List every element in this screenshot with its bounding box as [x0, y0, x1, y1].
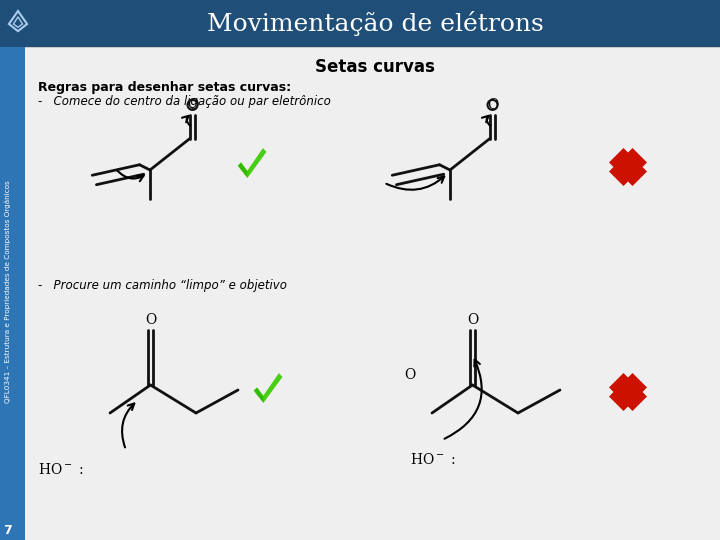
- Text: O: O: [467, 313, 478, 327]
- FancyArrowPatch shape: [482, 116, 490, 126]
- FancyArrowPatch shape: [387, 177, 444, 190]
- Text: QFL0341 – Estrutura e Propriedades de Compostos Orgânicos: QFL0341 – Estrutura e Propriedades de Co…: [5, 180, 12, 403]
- Text: O: O: [405, 368, 415, 382]
- Polygon shape: [609, 148, 647, 186]
- Polygon shape: [609, 373, 647, 411]
- Polygon shape: [238, 148, 266, 178]
- Text: O: O: [145, 313, 156, 327]
- FancyArrowPatch shape: [444, 360, 482, 439]
- FancyArrowPatch shape: [182, 116, 190, 126]
- Text: HO$^-$ :: HO$^-$ :: [38, 462, 84, 477]
- Text: -   Comece do centro da ligação ou par eletrônico: - Comece do centro da ligação ou par ele…: [38, 96, 331, 109]
- Text: 7: 7: [4, 523, 12, 537]
- FancyBboxPatch shape: [0, 0, 720, 47]
- Polygon shape: [253, 373, 282, 403]
- Text: O: O: [187, 98, 198, 112]
- FancyBboxPatch shape: [0, 47, 25, 540]
- Text: Setas curvas: Setas curvas: [315, 58, 435, 76]
- Text: -   Procure um caminho “limpo” e objetivo: - Procure um caminho “limpo” e objetivo: [38, 279, 287, 292]
- Polygon shape: [609, 373, 647, 411]
- Polygon shape: [248, 148, 266, 178]
- Text: HO$^-$ :: HO$^-$ :: [410, 453, 456, 468]
- Polygon shape: [264, 373, 282, 403]
- FancyArrowPatch shape: [122, 403, 135, 448]
- Text: Regras para desenhar setas curvas:: Regras para desenhar setas curvas:: [38, 80, 291, 93]
- FancyArrowPatch shape: [117, 170, 143, 181]
- Text: O: O: [487, 98, 498, 112]
- Text: Movimentação de elétrons: Movimentação de elétrons: [207, 11, 544, 37]
- Polygon shape: [609, 148, 647, 186]
